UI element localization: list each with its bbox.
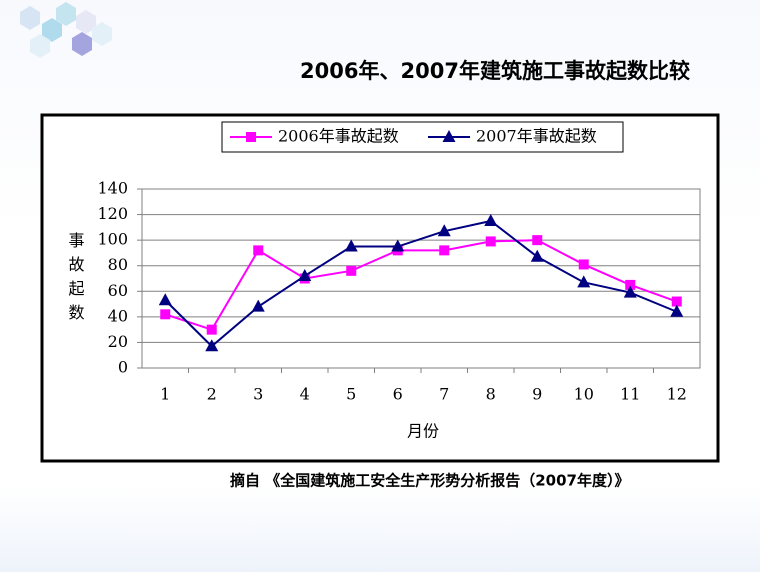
series-line bbox=[164, 219, 678, 348]
point bbox=[346, 265, 357, 276]
point bbox=[532, 235, 543, 246]
point bbox=[485, 236, 496, 247]
series-line bbox=[164, 239, 678, 331]
point bbox=[160, 309, 171, 320]
point bbox=[251, 299, 265, 312]
chart-frame bbox=[40, 113, 720, 463]
point bbox=[253, 245, 264, 256]
point bbox=[206, 324, 217, 335]
point bbox=[671, 296, 682, 307]
source-note: 摘自 《全国建筑施工安全生产形势分析报告（2007年度）》 bbox=[230, 472, 629, 490]
x-tick-label: 5 bbox=[346, 385, 356, 404]
legend-label: 2006年事故起数 bbox=[278, 127, 399, 146]
slide-title: 2006年、2007年建筑施工事故起数比较 bbox=[300, 59, 690, 83]
x-tick-label: 12 bbox=[667, 385, 687, 404]
point bbox=[578, 259, 589, 270]
legend: 2006年事故起数 2007年事故起数 bbox=[221, 121, 624, 153]
point bbox=[246, 132, 256, 142]
x-axis-label: 月份 bbox=[407, 422, 439, 441]
x-tick-label: 8 bbox=[486, 385, 496, 404]
point bbox=[670, 304, 684, 317]
point bbox=[437, 224, 451, 237]
point bbox=[442, 130, 456, 142]
y-tick-label: 80 bbox=[108, 255, 128, 274]
point bbox=[625, 279, 636, 290]
x-tick-label: 10 bbox=[574, 385, 594, 404]
x-tick-label: 6 bbox=[393, 385, 403, 404]
legend-box bbox=[221, 121, 624, 153]
point bbox=[623, 285, 637, 298]
y-tick-label: 60 bbox=[108, 281, 128, 300]
point bbox=[391, 239, 405, 252]
x-tick-label: 2 bbox=[207, 385, 217, 404]
x-tick-label: 3 bbox=[253, 385, 263, 404]
legend-label: 2007年事故起数 bbox=[476, 127, 597, 146]
y-tick-label: 120 bbox=[97, 204, 128, 223]
y-tick-label: 0 bbox=[118, 358, 128, 377]
point bbox=[577, 275, 591, 288]
decoration bbox=[20, 2, 112, 58]
y-axis-label: 事故起数 bbox=[66, 232, 85, 328]
y-tick-label: 20 bbox=[108, 332, 128, 351]
point bbox=[205, 339, 219, 352]
y-tick-label: 100 bbox=[97, 230, 128, 249]
x-tick-label: 7 bbox=[439, 385, 449, 404]
point bbox=[484, 213, 498, 226]
x-tick-label: 11 bbox=[620, 385, 640, 404]
point bbox=[298, 268, 312, 281]
x-tick-label: 9 bbox=[532, 385, 542, 404]
y-tick-label: 140 bbox=[97, 179, 128, 198]
point bbox=[439, 245, 450, 256]
point bbox=[530, 249, 544, 262]
y-tick-label: 40 bbox=[108, 306, 128, 325]
point bbox=[158, 293, 172, 306]
x-tick-label: 1 bbox=[160, 385, 170, 404]
point bbox=[344, 239, 358, 252]
x-tick-label: 4 bbox=[300, 385, 310, 404]
